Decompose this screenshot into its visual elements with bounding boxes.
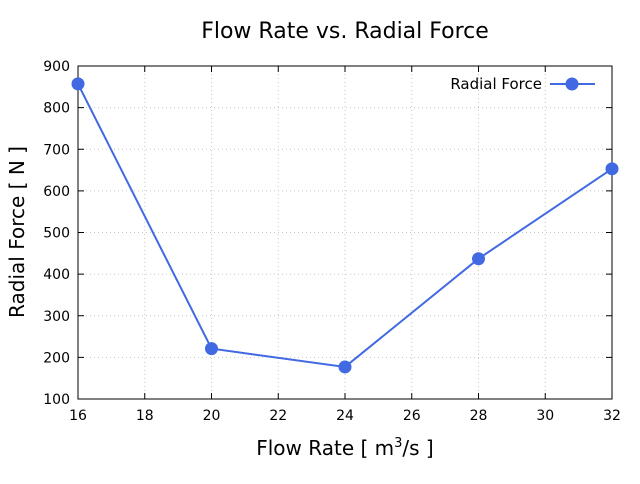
x-tick-label: 18 <box>136 408 154 424</box>
x-tick-label: 20 <box>203 408 221 424</box>
data-point <box>205 342 218 356</box>
y-axis-label: Radial Force [ N ] <box>5 146 29 318</box>
x-axis-label-sup: 3 <box>394 436 402 451</box>
data-point <box>472 252 485 266</box>
data-point <box>338 360 352 374</box>
y-tick-label: 100 <box>43 392 70 408</box>
y-tick-label: 500 <box>43 226 70 242</box>
y-tick-label: 900 <box>43 59 70 75</box>
data-point <box>71 77 85 91</box>
x-axis-label: Flow Rate [ m3/s ] <box>256 436 433 460</box>
series <box>71 77 619 374</box>
grid <box>78 66 612 399</box>
x-tick-label: 28 <box>470 408 488 424</box>
x-axis-label-suffix: /s ] <box>402 436 433 460</box>
legend: Radial Force <box>450 75 595 93</box>
x-axis-label-main: Flow Rate [ m <box>256 436 394 460</box>
x-tick-label: 16 <box>69 408 87 424</box>
y-tick-label: 300 <box>43 309 70 325</box>
x-tick-label: 22 <box>269 408 287 424</box>
chart-title: Flow Rate vs. Radial Force <box>201 19 489 44</box>
x-tick-label: 32 <box>603 408 621 424</box>
y-tick-label: 400 <box>43 267 70 283</box>
y-tick-label: 700 <box>43 142 70 158</box>
data-point <box>605 162 619 176</box>
y-tick-label: 200 <box>43 350 70 366</box>
y-tick-label: 600 <box>43 184 70 200</box>
x-tick-label: 30 <box>536 408 554 424</box>
y-tick-label: 800 <box>43 101 70 117</box>
legend-marker <box>565 77 579 91</box>
x-tick-label: 24 <box>336 408 354 424</box>
x-tick-label: 26 <box>403 408 421 424</box>
legend-label: Radial Force <box>450 75 542 93</box>
axis-ticks: 16 18 20 22 24 26 28 30 32 100 200 300 400 500 600 700 8… <box>43 59 621 424</box>
